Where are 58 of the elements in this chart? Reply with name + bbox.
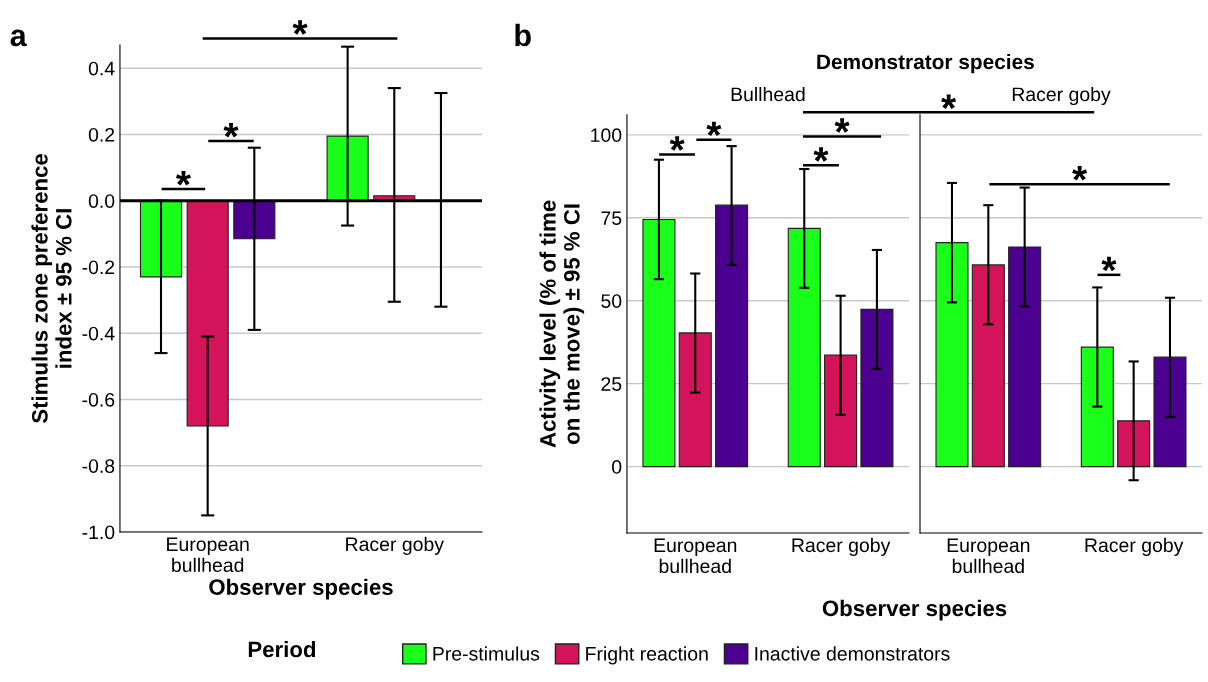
bar — [326, 135, 369, 202]
x-axis-title: Observer species — [822, 599, 1007, 621]
chart-title: Racer goby — [1012, 86, 1111, 106]
bar — [139, 200, 183, 278]
y-tick-label: 100 — [591, 128, 622, 143]
annotation: * — [834, 118, 850, 133]
y-tick-label: -0.4 — [82, 326, 115, 341]
x-axis-title: Observer species — [209, 578, 393, 600]
bar — [1117, 420, 1151, 468]
text: Demonstrator species — [817, 53, 1034, 74]
bar — [860, 308, 894, 468]
text: b — [515, 23, 531, 47]
y-tick-label: -0.2 — [82, 260, 115, 275]
x-tick-label: European bullhead — [654, 538, 737, 574]
y-tick-label: 50 — [601, 294, 622, 308]
annotation: * — [175, 170, 191, 186]
bar — [1008, 246, 1042, 468]
legend-label: Pre-stimulus — [433, 646, 540, 661]
text: a — [10, 29, 27, 47]
bar — [1153, 356, 1187, 468]
y-axis-title: Activity level (% of time on the move) ± 95 % CI — [539, 200, 585, 448]
bar — [1080, 346, 1114, 468]
x-tick-label: Racer goby — [1085, 537, 1184, 556]
y-tick-label: 0.0 — [88, 194, 115, 208]
annotation: * — [669, 136, 685, 151]
bar — [678, 332, 712, 468]
legend-label: Fright reaction — [586, 646, 708, 665]
bar — [971, 264, 1005, 468]
x-tick-label: Racer goby — [792, 537, 891, 556]
bar — [935, 242, 969, 468]
y-tick-label: -1.0 — [82, 525, 115, 540]
bar — [186, 200, 229, 427]
annotation: * — [706, 121, 722, 137]
bar — [715, 204, 749, 468]
legend-label: Inactive demonstrators — [755, 646, 950, 661]
annotation: * — [1101, 256, 1117, 272]
x-tick-label: European bullhead — [167, 537, 249, 573]
x-tick-label: European bullhead — [947, 538, 1030, 574]
y-tick-label: 0.4 — [88, 61, 115, 76]
bar — [642, 218, 676, 468]
bar — [233, 200, 276, 240]
y-tick-label: 75 — [601, 211, 622, 226]
legend-title: Period — [248, 640, 316, 658]
bar — [824, 354, 858, 468]
annotation: * — [223, 122, 239, 138]
annotation: * — [1072, 166, 1088, 181]
y-tick-label: -0.8 — [82, 459, 115, 473]
y-tick-label: 25 — [601, 377, 622, 391]
chart-title: Bullhead — [731, 86, 805, 102]
x-tick-label: Racer goby — [346, 536, 444, 555]
text: * — [292, 20, 308, 35]
y-tick-label: 0.2 — [88, 127, 115, 142]
text: * — [941, 94, 957, 109]
y-axis-title: Stimulus zone preference index ± 95 % CI — [31, 154, 72, 424]
y-tick-label: -0.6 — [82, 392, 115, 407]
bar — [787, 227, 821, 468]
annotation: * — [813, 147, 829, 162]
y-tick-label: 0 — [612, 460, 622, 474]
